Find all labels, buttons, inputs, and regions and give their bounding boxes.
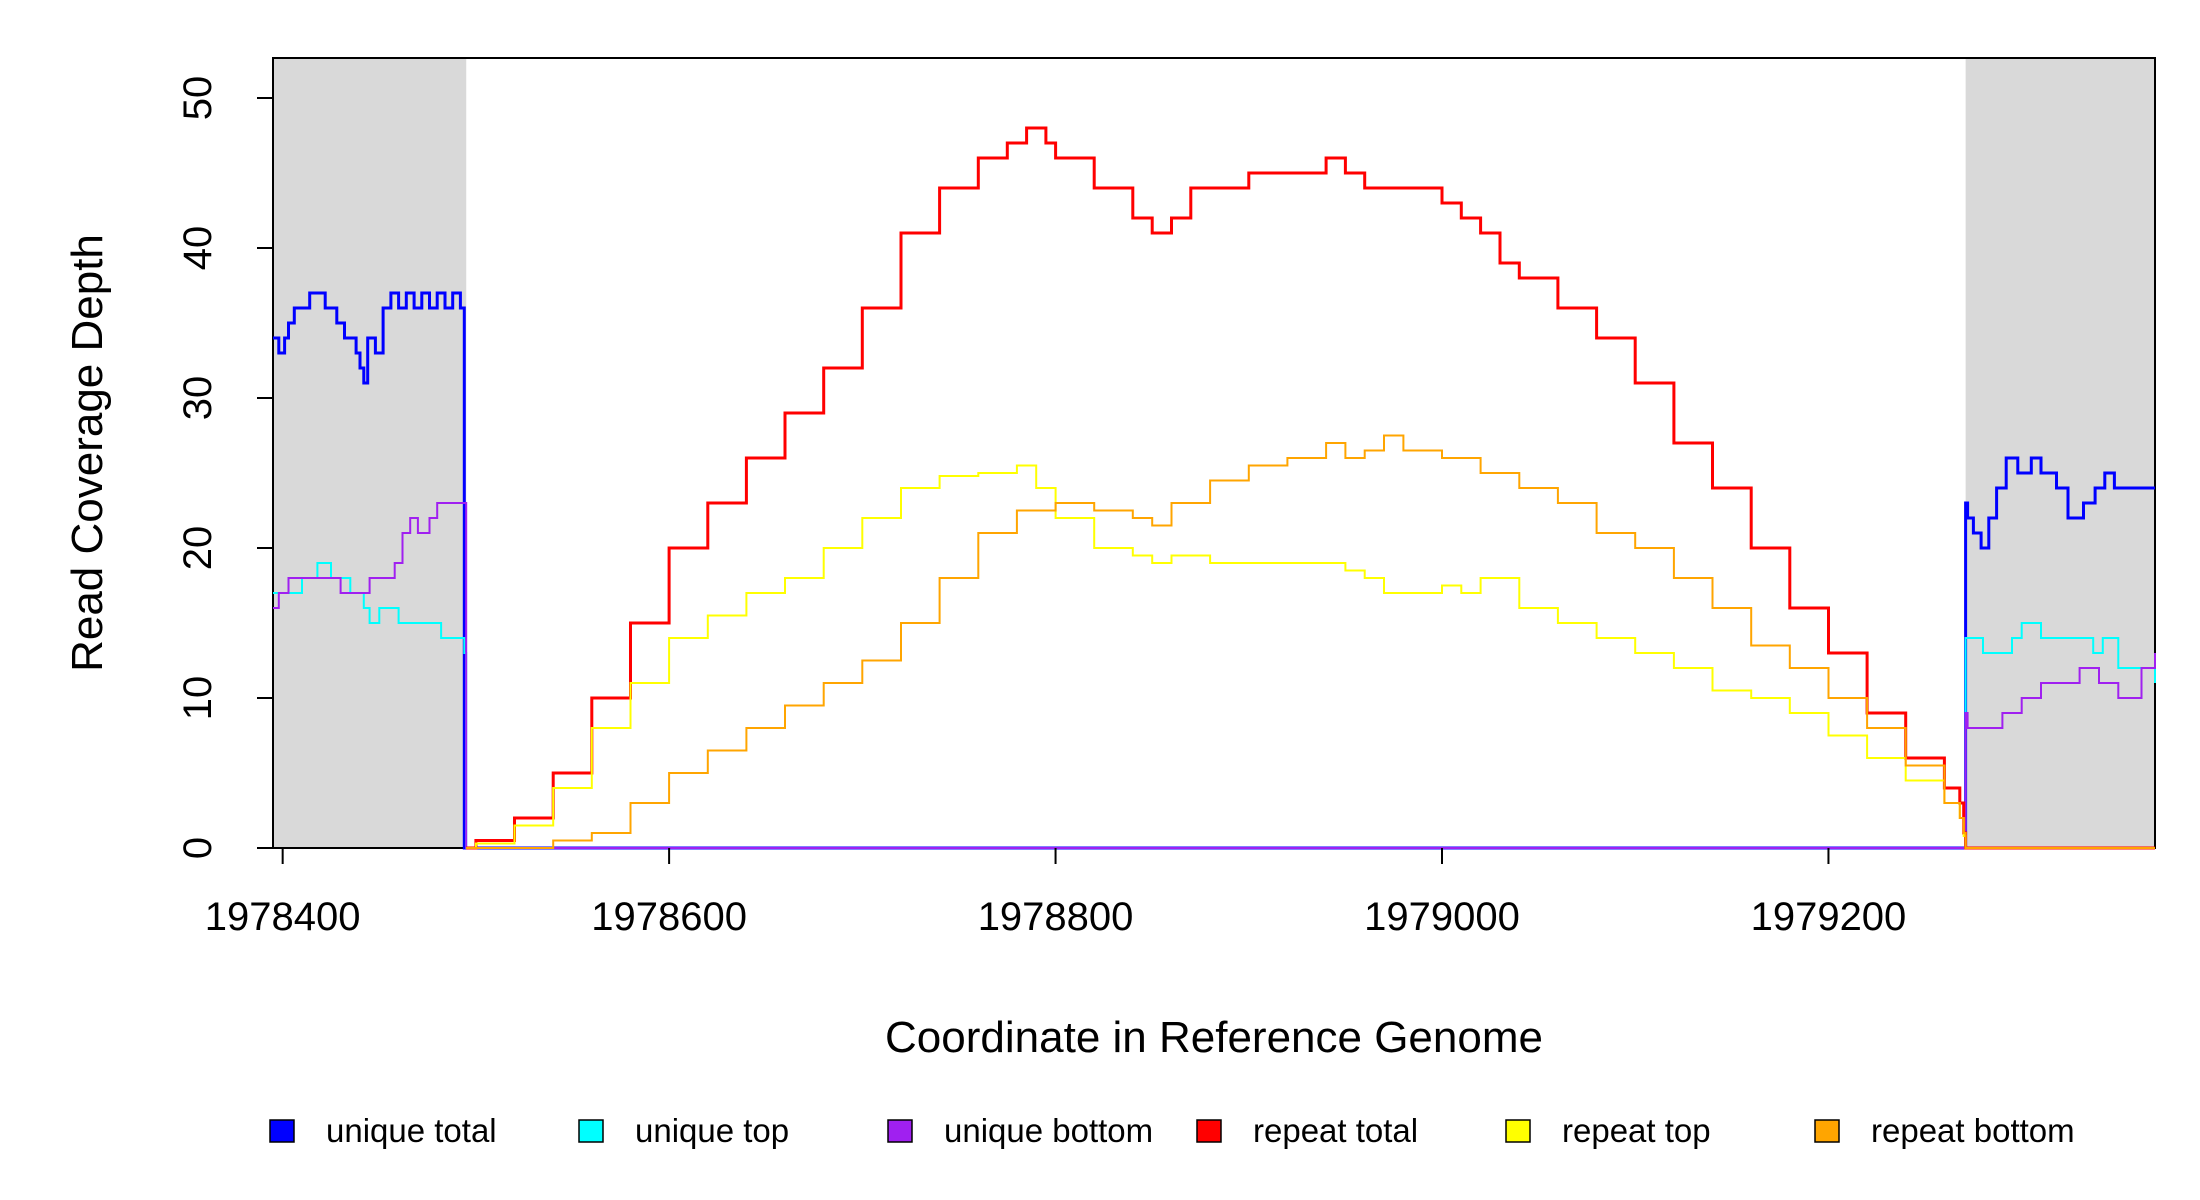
x-axis-title: Coordinate in Reference Genome — [885, 1013, 1543, 1062]
axes: 1978400 1978600 1978800 1979000 1979200 0 10 20… — [176, 76, 1906, 939]
x-tick-label: 1979200 — [1751, 895, 1907, 939]
series-line-unique-total — [273, 291, 2155, 850]
x-tick-label: 1979000 — [1364, 895, 1520, 939]
y-tick-label: 20 — [176, 526, 220, 571]
legend: unique total unique top unique bottom repea… — [269, 1112, 2075, 1149]
x-tick-label: 1978400 — [205, 895, 361, 939]
y-axis-title: Read Coverage Depth — [63, 234, 112, 672]
series-line-unique-bottom — [273, 502, 2156, 849]
legend-swatch — [578, 1119, 604, 1143]
shaded-region-1 — [1965, 58, 2155, 848]
legend-swatch — [1814, 1119, 1840, 1143]
shaded-region-0 — [273, 58, 467, 848]
legend-label: unique total — [326, 1112, 497, 1149]
legend-swatch — [887, 1119, 913, 1143]
legend-swatch — [1505, 1119, 1531, 1143]
series-line-unique-top — [273, 562, 2156, 849]
shaded-regions — [273, 58, 2155, 848]
legend-swatch — [269, 1119, 295, 1143]
y-tick-label: 30 — [176, 376, 220, 421]
series-line-repeat-bottom — [466, 434, 2155, 849]
legend-label: repeat total — [1253, 1112, 1418, 1149]
y-tick-label: 0 — [176, 837, 220, 859]
series-line-repeat-top — [466, 464, 2155, 849]
series-lines — [273, 126, 2156, 850]
legend-label: unique top — [635, 1112, 789, 1149]
legend-label: unique bottom — [944, 1112, 1153, 1149]
y-tick-label: 40 — [176, 226, 220, 271]
x-tick-label: 1978800 — [978, 895, 1134, 939]
plot-frame — [272, 57, 2156, 849]
legend-label: repeat bottom — [1871, 1112, 2075, 1149]
y-tick-label: 50 — [176, 76, 220, 121]
series-line-repeat-total — [466, 126, 2155, 850]
legend-label: repeat top — [1562, 1112, 1711, 1149]
legend-swatch — [1196, 1119, 1222, 1143]
x-tick-label: 1978600 — [591, 895, 747, 939]
y-tick-label: 10 — [176, 676, 220, 721]
